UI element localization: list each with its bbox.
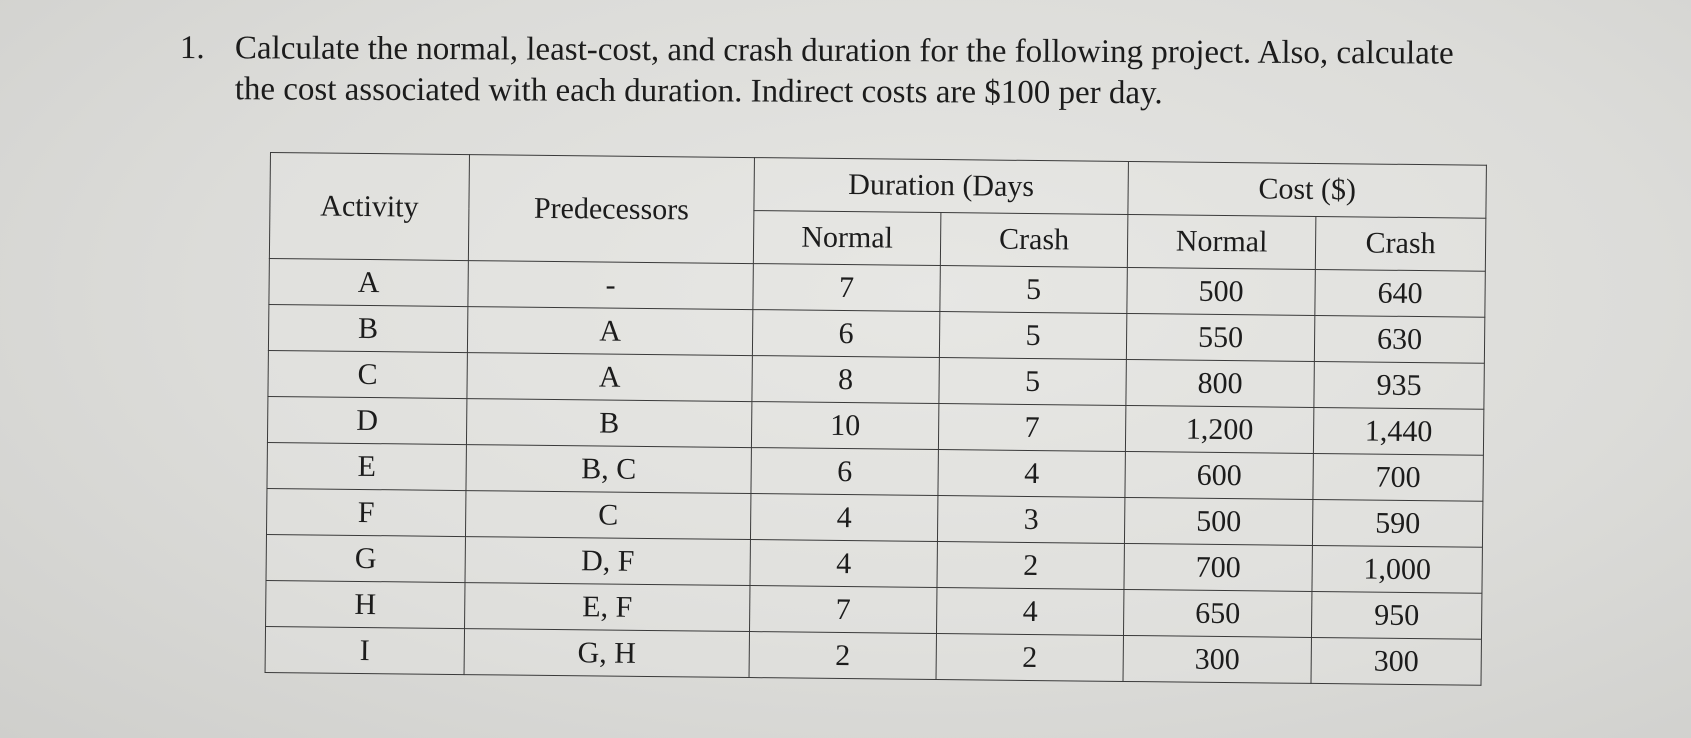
cell-cost-crash: 935	[1313, 361, 1485, 410]
header-cost-group: Cost ($)	[1127, 161, 1487, 219]
cell-duration-crash: 4	[936, 587, 1124, 636]
cell-predecessors: C	[465, 490, 751, 540]
cell-predecessors: -	[467, 260, 754, 310]
cell-cost-normal: 1,200	[1125, 405, 1314, 454]
cell-activity: D	[267, 396, 467, 445]
table-body: A - 7 5 500 640 B A 6 5 550 630 C A 8 5 …	[265, 258, 1486, 686]
question-text: Calculate the normal, least-cost, and cr…	[234, 30, 1454, 112]
cell-cost-crash: 950	[1311, 591, 1482, 640]
cell-cost-crash: 700	[1312, 453, 1484, 502]
cell-duration-normal: 6	[752, 309, 940, 358]
cell-cost-normal: 500	[1124, 497, 1313, 546]
header-duration-normal: Normal	[753, 210, 941, 266]
cell-predecessors: E, F	[464, 582, 750, 632]
cell-predecessors: B, C	[465, 444, 752, 494]
cell-duration-crash: 5	[939, 265, 1128, 314]
cell-predecessors: A	[467, 306, 753, 356]
cell-cost-normal: 600	[1124, 451, 1314, 500]
cell-duration-normal: 2	[749, 631, 937, 680]
cell-cost-normal: 700	[1123, 543, 1313, 592]
cell-duration-normal: 4	[750, 493, 938, 542]
header-cost-crash: Crash	[1315, 216, 1486, 272]
header-duration-group: Duration (Days	[753, 157, 1129, 215]
cell-activity: I	[265, 626, 465, 675]
cell-duration-crash: 5	[938, 357, 1127, 406]
cell-predecessors: G, H	[464, 628, 750, 678]
cell-cost-crash: 1,000	[1311, 545, 1483, 594]
cell-cost-crash: 640	[1314, 269, 1486, 318]
cell-duration-normal: 4	[749, 539, 938, 588]
cell-predecessors: D, F	[465, 536, 751, 586]
cell-duration-normal: 10	[751, 401, 939, 450]
question-number: 1.	[179, 29, 205, 67]
cell-cost-normal: 650	[1123, 589, 1312, 638]
cell-activity: B	[268, 304, 468, 353]
cell-predecessors: B	[466, 398, 752, 448]
cell-activity: A	[268, 258, 469, 307]
cell-duration-crash: 2	[936, 541, 1125, 590]
cell-duration-normal: 7	[749, 585, 937, 634]
cell-duration-crash: 5	[939, 311, 1127, 360]
cell-duration-crash: 7	[938, 403, 1126, 452]
header-activity: Activity	[269, 152, 470, 261]
header-duration-crash: Crash	[940, 212, 1128, 268]
cell-duration-crash: 2	[936, 633, 1124, 682]
cell-cost-normal: 800	[1125, 359, 1315, 408]
cell-duration-crash: 4	[937, 449, 1126, 498]
project-activity-table: Activity Predecessors Duration (Days Cos…	[264, 152, 1487, 686]
cell-duration-normal: 8	[751, 355, 940, 404]
cell-duration-crash: 3	[937, 495, 1125, 544]
header-cost-normal: Normal	[1127, 214, 1316, 270]
cell-duration-normal: 7	[752, 263, 941, 312]
cell-activity: H	[265, 580, 466, 629]
cell-activity: E	[266, 442, 467, 491]
cell-activity: G	[266, 534, 466, 583]
cell-cost-crash: 630	[1314, 315, 1485, 364]
cell-cost-crash: 1,440	[1313, 407, 1484, 456]
cell-activity: C	[267, 350, 468, 399]
cell-cost-normal: 500	[1126, 267, 1316, 316]
header-predecessors: Predecessors	[468, 154, 755, 264]
cell-cost-normal: 550	[1126, 313, 1315, 362]
project-table-wrapper: Activity Predecessors Duration (Days Cos…	[264, 152, 1487, 686]
cell-duration-normal: 6	[750, 447, 939, 496]
cell-cost-crash: 590	[1312, 499, 1483, 548]
cell-cost-crash: 300	[1310, 637, 1482, 686]
cell-predecessors: A	[466, 352, 753, 402]
cell-cost-normal: 300	[1123, 635, 1312, 684]
cell-activity: F	[266, 488, 466, 537]
question: 1. Calculate the normal, least-cost, and…	[180, 28, 1620, 116]
